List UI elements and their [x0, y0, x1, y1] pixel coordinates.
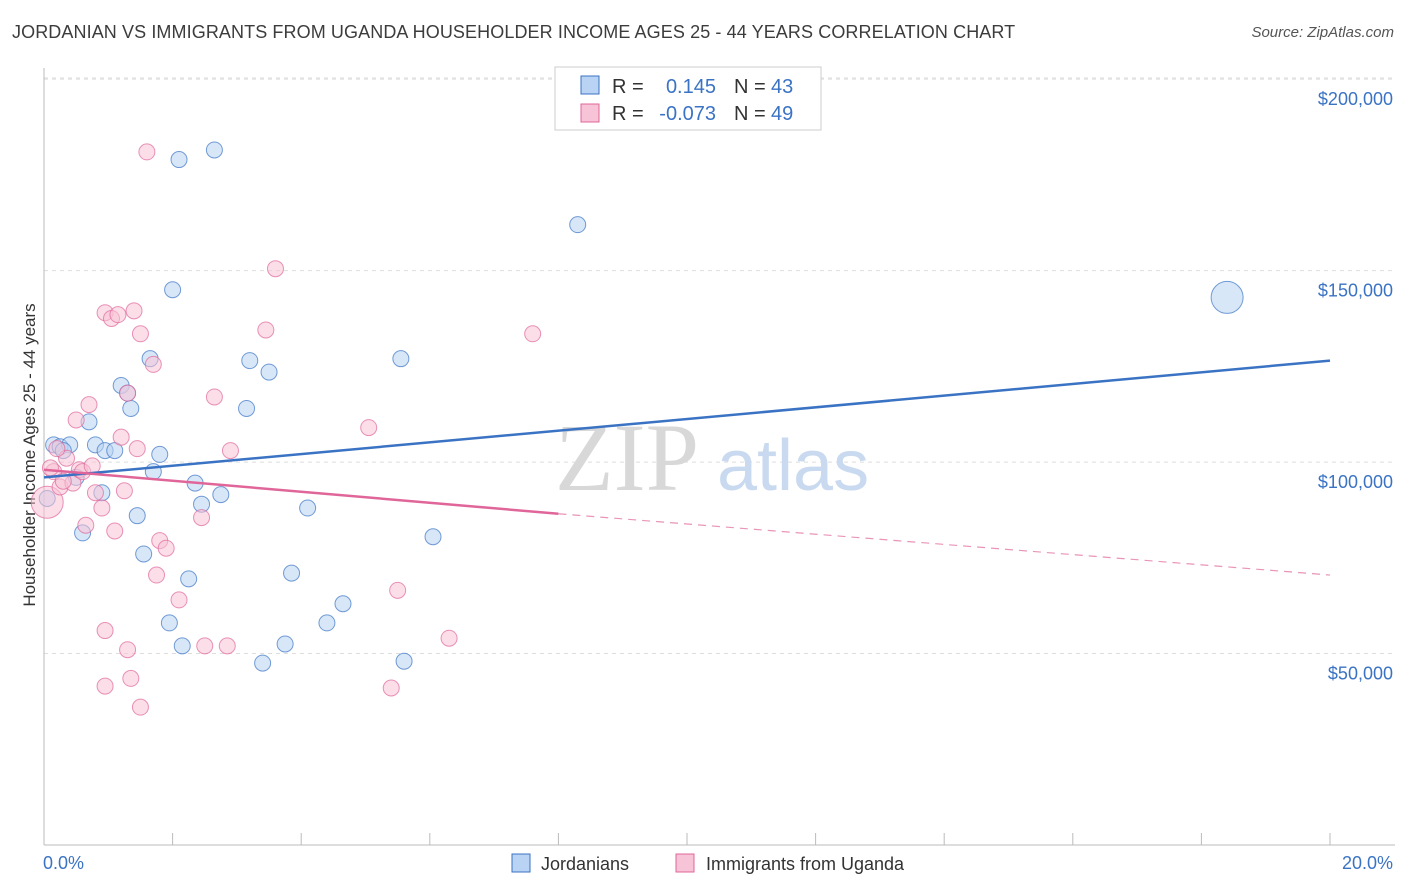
jordanian-point-19: [164, 281, 182, 299]
uganda-point-20: [115, 482, 133, 500]
stats-n-label-1: N =: [734, 76, 766, 98]
uganda-point-22: [119, 641, 137, 659]
jordanian-point-25: [205, 141, 223, 159]
uganda-point-26: [131, 325, 149, 343]
uganda-point-24: [125, 302, 143, 320]
uganda-point-12: [93, 499, 111, 517]
uganda-point-36: [205, 388, 223, 406]
jordanian-point-28: [241, 352, 259, 370]
uganda-point-43: [389, 581, 407, 599]
y-tick-labels: $50,000 $100,000 $150,000 $200,000: [1318, 89, 1393, 683]
uganda-point-23: [122, 669, 140, 687]
uganda-point-14: [96, 622, 114, 640]
watermark-zip: ZIP: [555, 404, 699, 511]
x-tick-max: 20.0%: [1342, 853, 1393, 873]
uganda-point-18: [106, 522, 124, 540]
stats-r-label-1: R =: [612, 76, 644, 98]
jordanian-point-21: [173, 637, 191, 655]
uganda-point-47: [48, 440, 66, 458]
y-tick-0: $50,000: [1328, 664, 1393, 684]
uganda-point-41: [360, 419, 378, 437]
uganda-point-19: [112, 428, 130, 446]
uganda-point-33: [170, 591, 188, 609]
uganda-point-5: [67, 411, 85, 429]
uganda-point-30: [148, 566, 166, 584]
uganda-point-34: [193, 509, 211, 527]
watermark: ZIP atlas: [555, 404, 869, 511]
uganda-point-37: [218, 637, 236, 655]
stats-r-label-2: R =: [612, 103, 644, 125]
jordanian-point-18: [160, 614, 178, 632]
stats-swatch-blue: [580, 75, 600, 95]
uganda-point-0: [30, 485, 64, 519]
chart-title: JORDANIAN VS IMMIGRANTS FROM UGANDA HOUS…: [12, 22, 1016, 42]
uganda-point-40: [266, 260, 284, 278]
trend-lines: [43, 359, 1331, 576]
source-label: Source: ZipAtlas.com: [1251, 24, 1394, 41]
y-tick-2: $150,000: [1318, 281, 1393, 301]
jordanian-point-13: [128, 507, 146, 525]
stats-n-value-1: 43: [771, 76, 793, 98]
stats-n-label-2: N =: [734, 103, 766, 125]
x-tick-min: 0.0%: [43, 853, 84, 873]
jordanian-point-30: [260, 363, 278, 381]
stats-swatch-pink: [580, 103, 600, 123]
uganda-point-38: [221, 442, 239, 460]
y-tick-1: $100,000: [1318, 472, 1393, 492]
jordanian-point-33: [299, 499, 317, 517]
uganda-point-9: [80, 396, 98, 414]
jordanian-point-39: [569, 216, 587, 234]
uganda-point-21: [119, 384, 137, 402]
uganda-point-28: [138, 143, 156, 161]
jordanian-point-22: [180, 570, 198, 588]
jordanian-point-29: [254, 654, 272, 672]
jordanian-point-35: [334, 595, 352, 613]
uganda-trend-line: [43, 468, 559, 516]
uganda-point-46: [41, 459, 59, 477]
uganda-trend-extension: [558, 513, 1331, 576]
stats-r-value-2: -0.073: [659, 103, 716, 125]
uganda-point-35: [196, 637, 214, 655]
uganda-point-45: [524, 325, 542, 343]
y-axis-label: Householder Income Ages 25 - 44 years: [20, 303, 39, 606]
legend-swatch-jordanians: [511, 853, 531, 873]
jordanian-point-37: [395, 652, 413, 670]
jordanian-point-17: [151, 445, 169, 463]
jordanian-point-38: [424, 528, 442, 546]
jordanian-point-27: [238, 399, 256, 417]
uganda-point-42: [382, 679, 400, 697]
stats-r-value-1: 0.145: [666, 76, 716, 98]
stats-n-value-2: 49: [771, 103, 793, 125]
uganda-point-32: [157, 539, 175, 557]
jordanian-point-20: [170, 151, 188, 169]
uganda-point-17: [109, 306, 127, 324]
jordanian-point-14: [135, 545, 153, 563]
uganda-point-29: [144, 355, 162, 373]
uganda-point-11: [86, 484, 104, 502]
uganda-point-27: [131, 698, 149, 716]
jordanian-point-32: [283, 564, 301, 582]
legend-label-uganda: Immigrants from Uganda: [706, 854, 905, 874]
uganda-point-44: [440, 629, 458, 647]
uganda-point-39: [257, 321, 275, 339]
uganda-point-15: [96, 677, 114, 695]
y-tick-3: $200,000: [1318, 89, 1393, 109]
legend-label-jordanians: Jordanians: [541, 854, 629, 874]
jordanian-point-31: [276, 635, 294, 653]
axes: [43, 68, 1395, 846]
uganda-point-8: [77, 516, 95, 534]
jordanian-point-34: [318, 614, 336, 632]
jordanian-point-26: [212, 486, 230, 504]
jordanian-point-12: [122, 399, 140, 417]
stats-legend: R = 0.145 N = 43 R = -0.073 N = 49: [554, 66, 822, 131]
jordanian-point-36: [392, 350, 410, 368]
jordanian-point-40: [1210, 280, 1244, 314]
series-legend: Jordanians Immigrants from Uganda: [511, 853, 905, 874]
jordanian-trend-line: [43, 359, 1331, 479]
legend-swatch-uganda: [675, 853, 695, 873]
watermark-atlas: atlas: [717, 426, 869, 506]
uganda-point-25: [128, 440, 146, 458]
x-tick-labels: 0.0% 20.0%: [43, 853, 1393, 873]
